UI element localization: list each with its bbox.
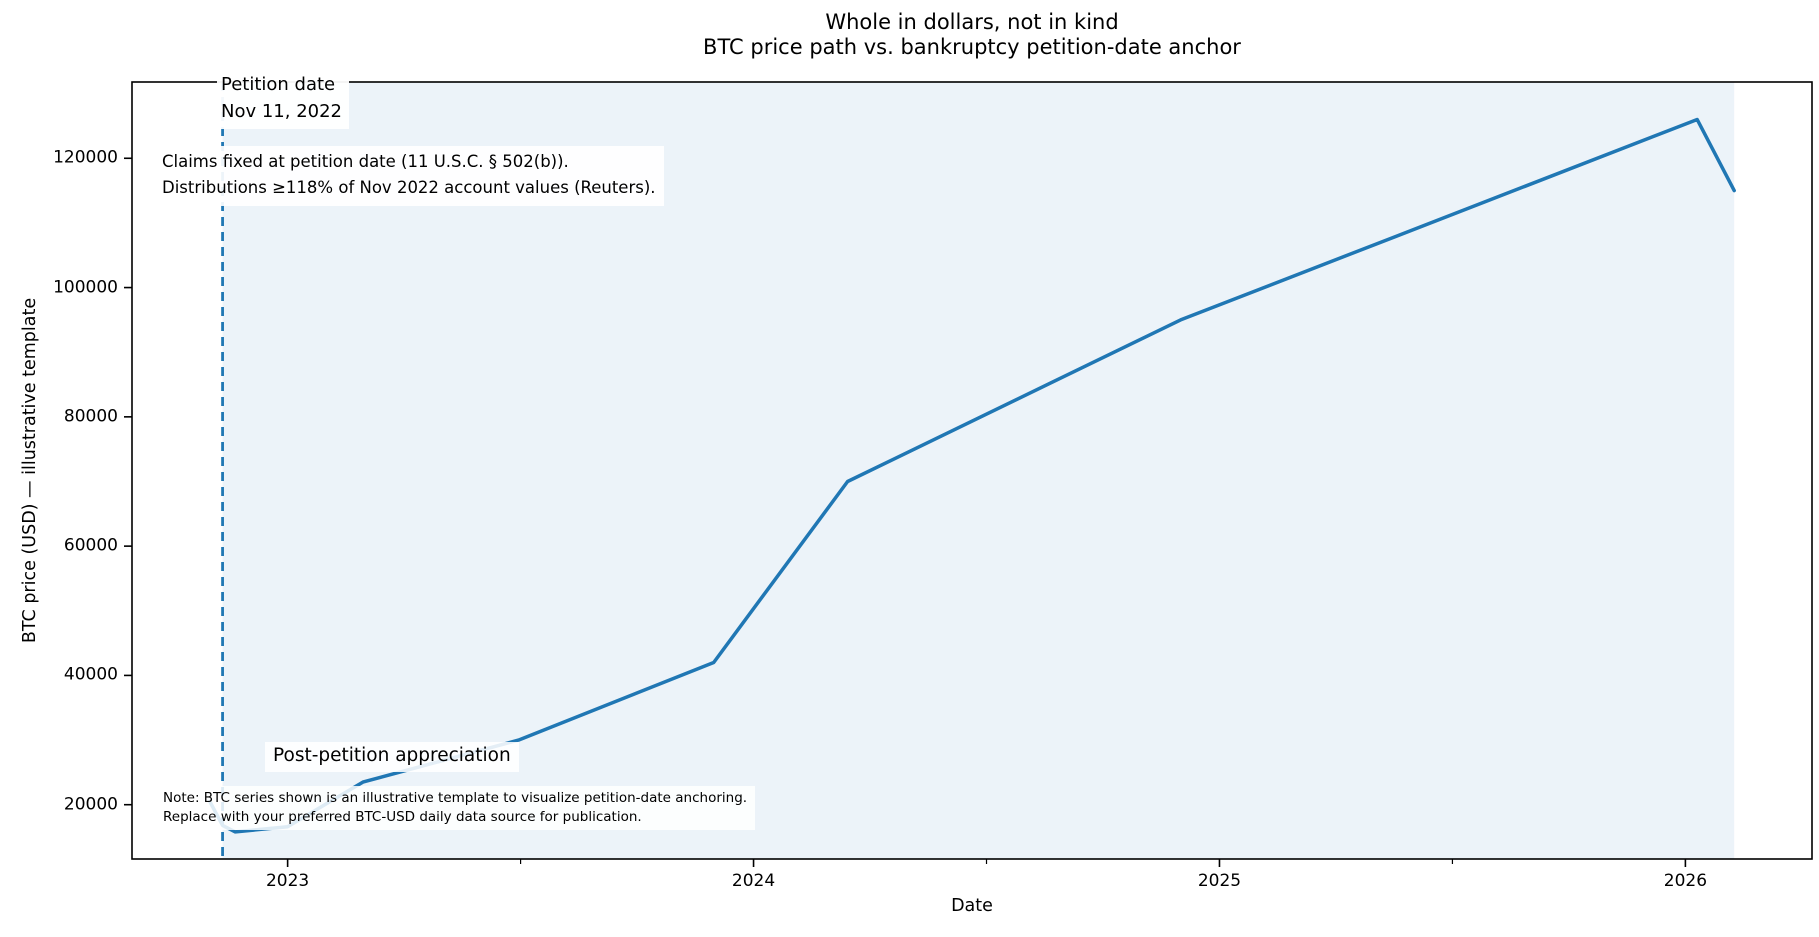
petition-date-annotation-line2: Nov 11, 2022 [221, 101, 343, 122]
note-annotation-line1: Note: BTC series shown is an illustrativ… [163, 790, 748, 806]
claims-annotation-line1: Claims fixed at petition date (11 U.S.C.… [162, 152, 569, 171]
claims-annotation: Claims fixed at petition date (11 U.S.C.… [156, 146, 664, 206]
y-axis-label: BTC price (USD) — illustrative template [20, 297, 40, 644]
claims-annotation-line2: Distributions ≥118% of Nov 2022 account … [162, 178, 656, 197]
note-annotation-line2: Replace with your preferred BTC-USD dail… [163, 808, 642, 825]
chart-title-line1: Whole in dollars, not in kind [825, 10, 1119, 34]
petition-date-annotation: Petition date Nov 11, 2022 [217, 69, 350, 129]
plot-border [131, 81, 1813, 860]
post-petition-annotation-text: Post-petition appreciation [273, 745, 511, 766]
y-tick-label: 20000 [63, 794, 118, 815]
x-tick-label: 2023 [265, 871, 310, 891]
y-tick-label: 100000 [53, 277, 118, 298]
x-tick-label: 2026 [1663, 871, 1708, 891]
y-tick-label: 40000 [63, 664, 118, 685]
x-tick-label: 2024 [731, 871, 776, 891]
y-tick-label: 80000 [63, 406, 118, 427]
petition-date-annotation-line1: Petition date [221, 74, 336, 95]
x-tick-label: 2025 [1197, 871, 1242, 891]
note-annotation: Note: BTC series shown is an illustrativ… [158, 786, 756, 830]
y-tick-label: 60000 [63, 535, 118, 556]
post-petition-annotation: Post-petition appreciation [265, 742, 519, 772]
y-tick-label: 120000 [53, 147, 118, 168]
chart-title-line2: BTC price path vs. bankruptcy petition-d… [703, 35, 1241, 59]
x-axis-label: Date [951, 896, 993, 916]
post-petition-shaded-region [222, 82, 1735, 859]
